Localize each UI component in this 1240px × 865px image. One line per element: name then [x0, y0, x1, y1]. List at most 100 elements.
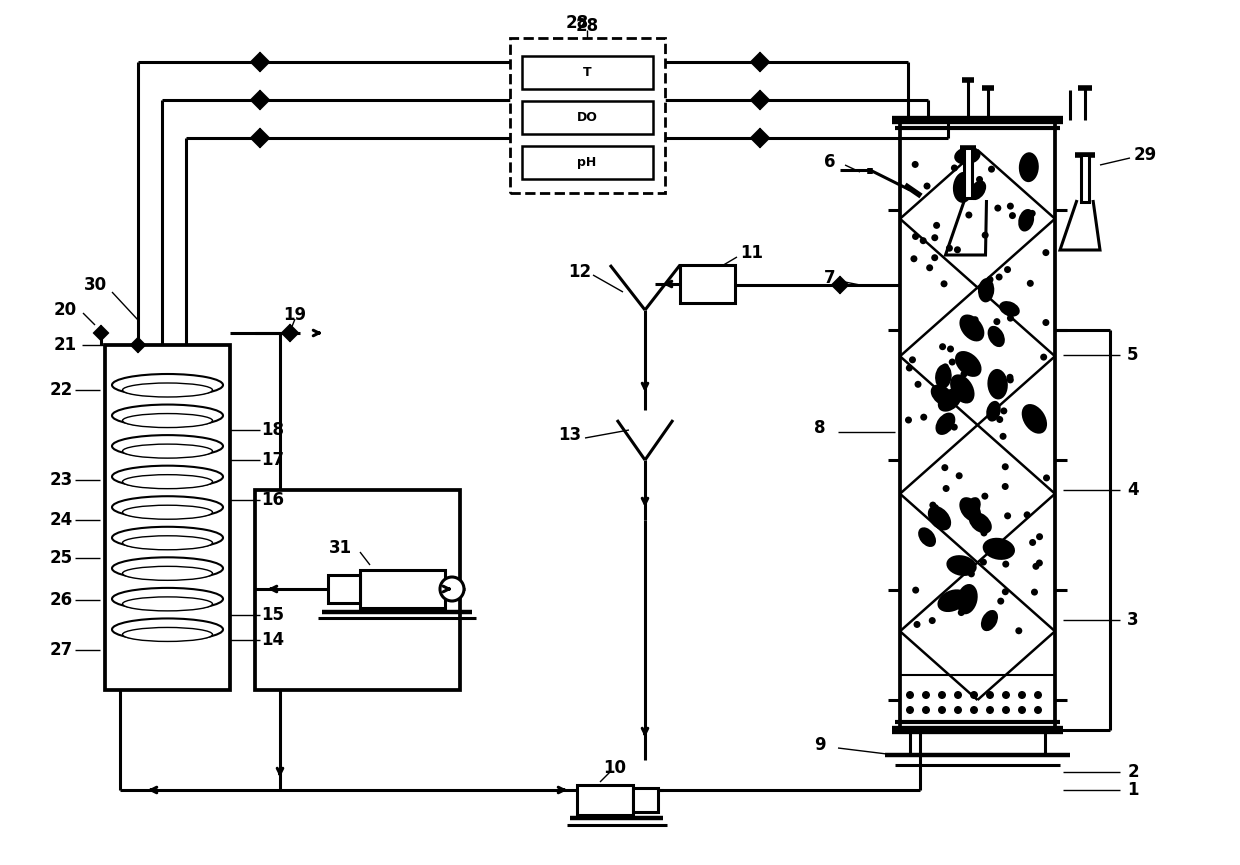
Circle shape [968, 570, 975, 577]
Polygon shape [290, 324, 299, 342]
Circle shape [947, 345, 954, 352]
Polygon shape [100, 325, 109, 341]
Ellipse shape [937, 388, 962, 412]
Text: 5: 5 [1127, 346, 1138, 364]
Circle shape [972, 363, 978, 371]
Circle shape [906, 706, 914, 714]
Polygon shape [260, 90, 270, 110]
Text: 25: 25 [50, 549, 73, 567]
Bar [105, 345, 229, 690]
Text: 7: 7 [825, 269, 836, 287]
Circle shape [941, 465, 949, 471]
Circle shape [986, 691, 994, 699]
Circle shape [1043, 474, 1050, 482]
Circle shape [913, 586, 919, 593]
Circle shape [994, 205, 1002, 212]
Circle shape [951, 164, 957, 171]
Bar [632, 788, 658, 812]
Circle shape [1040, 354, 1048, 361]
Text: 20: 20 [53, 301, 77, 319]
Ellipse shape [123, 475, 212, 489]
Circle shape [942, 363, 949, 370]
Circle shape [1029, 210, 1035, 217]
Circle shape [940, 280, 947, 287]
Ellipse shape [935, 364, 951, 389]
Text: 9: 9 [815, 736, 826, 754]
Circle shape [1002, 706, 1011, 714]
Text: 31: 31 [329, 539, 352, 557]
Bar [329, 575, 360, 603]
Polygon shape [750, 90, 760, 110]
Circle shape [1033, 563, 1039, 570]
Circle shape [914, 621, 920, 628]
Text: 12: 12 [568, 263, 591, 281]
Bar [522, 101, 653, 134]
Ellipse shape [965, 497, 981, 518]
Text: 14: 14 [262, 631, 284, 649]
Circle shape [924, 183, 930, 189]
Circle shape [996, 416, 1003, 423]
Ellipse shape [123, 567, 212, 580]
Circle shape [956, 472, 962, 479]
Text: 28: 28 [565, 14, 589, 32]
Circle shape [913, 233, 919, 240]
Circle shape [996, 375, 1003, 383]
Text: 6: 6 [825, 153, 836, 171]
Circle shape [1004, 512, 1011, 519]
Circle shape [1018, 706, 1025, 714]
Bar [510, 38, 665, 193]
Circle shape [931, 254, 939, 261]
Text: 10: 10 [604, 759, 626, 777]
Ellipse shape [960, 315, 985, 342]
Circle shape [976, 176, 983, 183]
Circle shape [993, 318, 1001, 325]
Polygon shape [93, 325, 100, 341]
Circle shape [981, 493, 988, 500]
Polygon shape [750, 128, 760, 148]
Circle shape [1007, 376, 1014, 383]
Ellipse shape [986, 400, 1001, 421]
Ellipse shape [1019, 152, 1039, 183]
Circle shape [926, 265, 934, 272]
Text: T: T [583, 66, 591, 79]
Bar [522, 56, 653, 89]
Text: 2: 2 [1127, 763, 1138, 781]
Bar [522, 146, 653, 179]
Circle shape [972, 317, 978, 324]
Text: pH: pH [578, 156, 596, 169]
Ellipse shape [123, 535, 212, 550]
Text: 22: 22 [50, 381, 73, 399]
Ellipse shape [918, 528, 936, 547]
Ellipse shape [931, 385, 954, 407]
Polygon shape [250, 90, 260, 110]
Polygon shape [260, 128, 270, 148]
Text: 24: 24 [50, 511, 73, 529]
Circle shape [911, 161, 919, 168]
Text: 1: 1 [1127, 781, 1138, 799]
Bar [1081, 155, 1089, 202]
Circle shape [942, 485, 950, 492]
Polygon shape [250, 52, 260, 72]
Circle shape [981, 529, 987, 536]
Circle shape [920, 237, 926, 244]
Circle shape [1027, 280, 1034, 287]
Ellipse shape [982, 538, 1016, 560]
Polygon shape [760, 52, 770, 72]
Ellipse shape [987, 369, 1008, 400]
Bar [680, 265, 735, 303]
Circle shape [956, 178, 963, 185]
Polygon shape [831, 276, 839, 294]
Circle shape [997, 598, 1004, 605]
Text: DO: DO [577, 111, 598, 124]
Text: 15: 15 [262, 606, 284, 624]
Circle shape [931, 234, 939, 241]
Circle shape [910, 255, 918, 262]
Circle shape [1034, 706, 1042, 714]
Polygon shape [250, 128, 260, 148]
Circle shape [1009, 212, 1016, 219]
Text: 13: 13 [558, 426, 582, 444]
Circle shape [915, 381, 921, 388]
Ellipse shape [950, 375, 975, 403]
Circle shape [982, 232, 988, 239]
Circle shape [988, 166, 994, 173]
